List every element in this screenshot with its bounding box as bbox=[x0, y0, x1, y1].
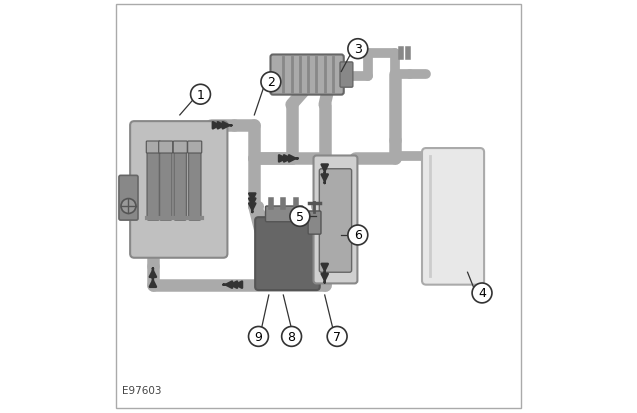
Text: 2: 2 bbox=[267, 76, 275, 89]
Text: 7: 7 bbox=[333, 330, 341, 343]
FancyBboxPatch shape bbox=[173, 142, 187, 154]
FancyBboxPatch shape bbox=[271, 55, 344, 95]
Text: 8: 8 bbox=[287, 330, 296, 343]
Circle shape bbox=[190, 85, 210, 105]
FancyBboxPatch shape bbox=[319, 169, 352, 273]
FancyBboxPatch shape bbox=[130, 122, 227, 258]
Circle shape bbox=[121, 199, 136, 214]
Circle shape bbox=[290, 207, 310, 227]
FancyBboxPatch shape bbox=[340, 63, 353, 88]
FancyBboxPatch shape bbox=[189, 143, 201, 221]
Circle shape bbox=[348, 225, 368, 245]
FancyBboxPatch shape bbox=[174, 143, 187, 221]
FancyBboxPatch shape bbox=[117, 5, 520, 408]
FancyBboxPatch shape bbox=[255, 218, 320, 290]
FancyBboxPatch shape bbox=[266, 206, 303, 222]
Circle shape bbox=[282, 327, 301, 347]
Circle shape bbox=[261, 73, 281, 93]
FancyBboxPatch shape bbox=[147, 143, 159, 221]
Circle shape bbox=[327, 327, 347, 347]
FancyBboxPatch shape bbox=[119, 176, 138, 221]
Text: 6: 6 bbox=[354, 229, 362, 242]
FancyBboxPatch shape bbox=[159, 143, 172, 221]
FancyBboxPatch shape bbox=[159, 142, 173, 154]
FancyBboxPatch shape bbox=[308, 211, 321, 235]
Circle shape bbox=[248, 327, 268, 347]
FancyBboxPatch shape bbox=[188, 142, 202, 154]
Text: 4: 4 bbox=[478, 287, 486, 300]
Text: 1: 1 bbox=[197, 88, 204, 102]
Circle shape bbox=[472, 283, 492, 303]
Text: E97603: E97603 bbox=[122, 385, 161, 395]
Text: 5: 5 bbox=[296, 210, 304, 223]
FancyBboxPatch shape bbox=[422, 149, 484, 285]
FancyBboxPatch shape bbox=[147, 142, 161, 154]
Text: 3: 3 bbox=[354, 43, 362, 56]
FancyBboxPatch shape bbox=[313, 156, 357, 284]
Text: 9: 9 bbox=[255, 330, 262, 343]
Circle shape bbox=[348, 40, 368, 59]
